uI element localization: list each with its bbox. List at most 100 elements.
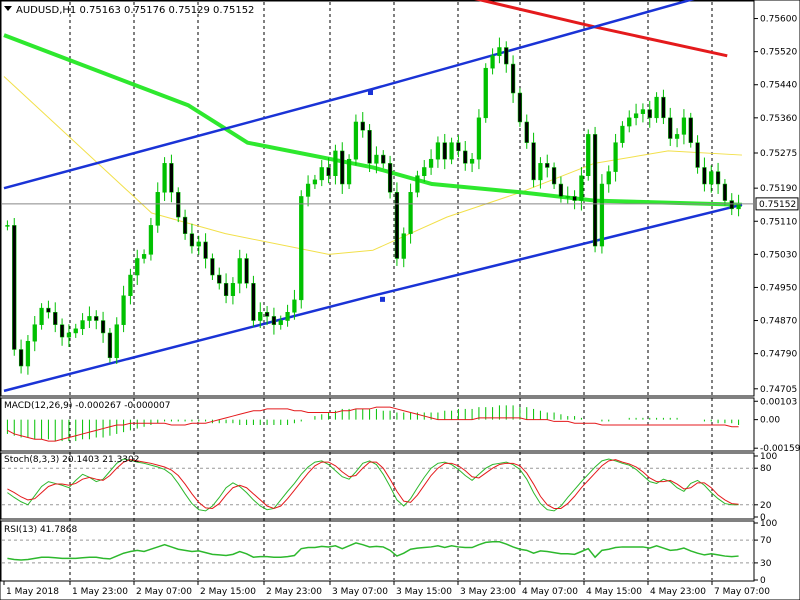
candle-body xyxy=(592,134,598,247)
candle-body xyxy=(39,307,44,325)
candle xyxy=(435,136,441,168)
time-tick-label: 4 May 23:00 xyxy=(650,587,706,597)
candle-body xyxy=(572,196,577,201)
candle xyxy=(189,223,195,254)
candle-body xyxy=(176,192,181,218)
rsi-line xyxy=(7,541,739,561)
candle xyxy=(633,103,639,126)
candle xyxy=(442,133,447,170)
chart-header: AUDUSD,H1 0.75163 0.75176 0.75129 0.7515… xyxy=(4,5,254,16)
candle xyxy=(558,176,564,203)
candle-body xyxy=(18,349,24,367)
rsi-panel: 100 70 30 0 xyxy=(2,519,777,586)
candle xyxy=(326,157,331,184)
candle-body xyxy=(428,158,434,168)
candle-body xyxy=(374,154,379,164)
candle-body xyxy=(531,142,536,181)
triangle-down-icon[interactable] xyxy=(4,6,12,11)
price-tick-label: 0.74870 xyxy=(760,317,797,327)
price-tick-label: 0.74790 xyxy=(760,350,797,360)
candle-body xyxy=(244,258,249,284)
candle-body xyxy=(401,233,406,259)
candle-body xyxy=(319,167,324,181)
current-price-label: 0.75152 xyxy=(759,200,796,210)
candle xyxy=(695,135,700,174)
candle-body xyxy=(422,167,427,176)
candle xyxy=(237,249,242,294)
candle xyxy=(46,300,51,319)
candle xyxy=(285,304,290,327)
candle-body xyxy=(497,47,502,57)
candle xyxy=(524,114,529,149)
candle xyxy=(312,174,318,189)
candle xyxy=(381,150,386,169)
channel-anchor-lower xyxy=(380,296,385,302)
candle xyxy=(715,162,721,194)
candle xyxy=(640,103,646,123)
candle-body xyxy=(135,258,140,276)
stoch-signal-line xyxy=(7,459,739,509)
candle xyxy=(155,182,160,233)
candle xyxy=(497,37,502,64)
candle-body xyxy=(148,225,154,255)
candle-body xyxy=(285,312,290,321)
candle xyxy=(271,307,277,335)
stoch-tick-label: 0 xyxy=(760,513,766,523)
candle-body xyxy=(394,192,400,259)
candle-body xyxy=(292,299,297,313)
candle xyxy=(128,268,133,305)
panel-frames xyxy=(0,0,755,582)
candle xyxy=(210,253,215,280)
candle xyxy=(169,154,174,203)
candle-body xyxy=(162,163,167,193)
candle xyxy=(148,217,154,261)
candle-body xyxy=(230,283,236,296)
candle-body xyxy=(360,121,365,131)
candle xyxy=(53,302,58,333)
time-tick-label: 4 May 15:00 xyxy=(586,587,642,597)
candle xyxy=(244,253,249,289)
candle xyxy=(264,306,270,326)
candle xyxy=(141,249,147,264)
price-tick-label: 0.74705 xyxy=(760,385,797,395)
price-tick-label: 0.75440 xyxy=(760,81,797,91)
candle-body xyxy=(264,312,270,317)
ma-red-line xyxy=(474,0,728,58)
candle-body xyxy=(25,340,31,367)
candle-body xyxy=(709,171,714,185)
candle-body xyxy=(565,196,570,198)
candle-body xyxy=(606,171,611,185)
channel-anchor-upper xyxy=(368,90,373,96)
candle-body xyxy=(346,158,352,185)
candle xyxy=(251,275,256,327)
candle-body xyxy=(504,47,509,65)
macd-panel: 0.00103 0.00 -0.001599 xyxy=(6,397,800,454)
candle xyxy=(258,302,263,328)
candle xyxy=(709,165,714,193)
candle xyxy=(360,112,365,138)
time-tick-label: 2 May 23:00 xyxy=(266,587,322,597)
candle-body xyxy=(271,316,277,325)
candle-body xyxy=(722,183,728,201)
candle xyxy=(661,89,666,125)
candle-body xyxy=(627,117,632,127)
time-tick-label: 1 May 23:00 xyxy=(72,587,128,597)
candle xyxy=(572,190,577,210)
candle xyxy=(305,175,311,207)
candle xyxy=(387,155,393,199)
time-tick-label: 3 May 07:00 xyxy=(332,587,388,597)
candle xyxy=(469,152,475,173)
candle xyxy=(107,327,113,363)
candle xyxy=(408,183,413,244)
candle xyxy=(94,310,99,330)
candle xyxy=(319,160,324,187)
candle-body xyxy=(326,167,331,176)
candle-body xyxy=(128,274,133,296)
candle xyxy=(176,187,181,223)
candle xyxy=(346,154,352,189)
candle xyxy=(182,209,188,240)
candle-body xyxy=(121,295,126,325)
stoch-title: Stoch(8,3,3) 20.1403 21.3302 xyxy=(4,455,139,465)
candle xyxy=(217,267,222,290)
candle xyxy=(722,179,728,206)
